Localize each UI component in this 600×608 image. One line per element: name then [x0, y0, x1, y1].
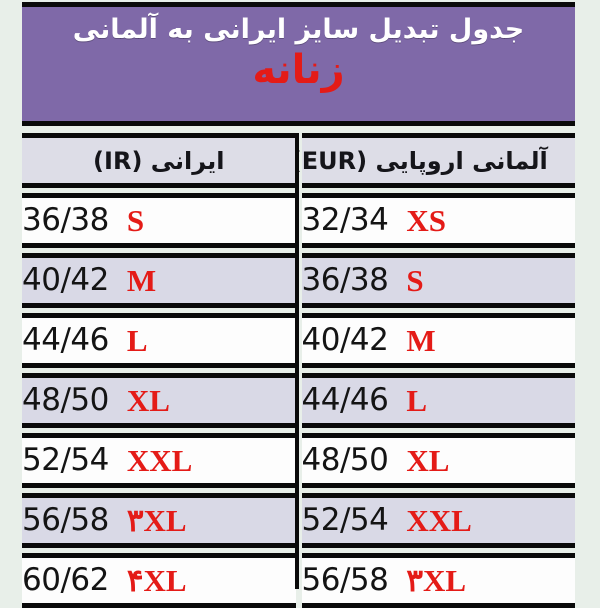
cell-eur-7: ۳XL 56/58	[301, 553, 575, 608]
size-number-ir-4: 48/50	[22, 382, 109, 418]
size-number-eur-4: 44/46	[301, 382, 389, 418]
size-label-ir-7: ۴XL	[126, 563, 187, 598]
size-label-ir-6: ۳XL	[126, 503, 187, 538]
cell-ir-7: ۴XL 60/62	[22, 553, 296, 608]
title-banner: جدول تبدیل سایز ایرانی به آلمانی زنانه	[22, 2, 575, 126]
cell-ir-5: XXL 52/54	[22, 433, 296, 488]
cell-eur-3: M 40/42	[301, 313, 575, 368]
table-row: XS 32/34 S 36/38	[22, 193, 575, 248]
size-number-eur-5: 48/50	[301, 442, 389, 478]
size-conversion-table: آلمانی اروپایی (EUR) ایرانی (IR) XS 32/3…	[22, 133, 575, 608]
cell-eur-4: L 44/46	[301, 373, 575, 428]
size-label-ir-2: M	[126, 263, 157, 298]
size-label-ir-5: XXL	[126, 443, 193, 478]
cell-eur-6: XXL 52/54	[301, 493, 575, 548]
cell-eur-1: XS 32/34	[301, 193, 575, 248]
cell-ir-6: ۳XL 56/58	[22, 493, 296, 548]
size-number-eur-1: 32/34	[301, 202, 389, 238]
column-header-ir-label: ایرانی (IR)	[93, 146, 225, 175]
table-row: XXL 52/54 ۳XL 56/58	[22, 493, 575, 548]
cell-ir-2: M 40/42	[22, 253, 296, 308]
size-number-eur-3: 40/42	[301, 322, 389, 358]
size-number-ir-6: 56/58	[22, 502, 109, 538]
cell-ir-3: L 44/46	[22, 313, 296, 368]
table-row: ۳XL 56/58 ۴XL 60/62	[22, 553, 575, 608]
size-label-ir-1: S	[126, 203, 145, 238]
size-label-eur-7: ۳XL	[406, 563, 467, 598]
size-label-eur-1: XS	[406, 203, 446, 238]
size-number-eur-6: 52/54	[301, 502, 389, 538]
size-label-eur-4: L	[406, 383, 428, 418]
table-row: M 40/42 L 44/46	[22, 313, 575, 368]
column-header-eur-label: آلمانی اروپایی (EUR)	[291, 146, 548, 175]
size-label-eur-2: S	[406, 263, 424, 298]
size-number-ir-5: 52/54	[22, 442, 109, 478]
column-header-ir: ایرانی (IR)	[22, 133, 296, 188]
column-header-eur: آلمانی اروپایی (EUR)	[291, 133, 575, 188]
size-label-eur-3: M	[406, 323, 436, 358]
size-number-eur-2: 36/38	[301, 262, 389, 298]
table-row: S 36/38 M 40/42	[22, 253, 575, 308]
size-number-ir-7: 60/62	[22, 562, 109, 598]
cell-eur-5: XL 48/50	[301, 433, 575, 488]
size-label-eur-5: XL	[406, 443, 450, 478]
size-number-ir-1: 36/38	[22, 202, 109, 238]
size-label-ir-4: XL	[126, 383, 170, 418]
table-row: L 44/46 XL 48/50	[22, 373, 575, 428]
size-label-eur-6: XXL	[406, 503, 472, 538]
table-row: XL 48/50 XXL 52/54	[22, 433, 575, 488]
cell-eur-2: S 36/38	[301, 253, 575, 308]
size-number-ir-3: 44/46	[22, 322, 109, 358]
chart-title: جدول تبدیل سایز ایرانی به آلمانی	[72, 14, 525, 45]
size-number-ir-2: 40/42	[22, 262, 109, 298]
table-header-row: آلمانی اروپایی (EUR) ایرانی (IR)	[22, 133, 575, 188]
cell-ir-4: XL 48/50	[22, 373, 296, 428]
chart-subtitle: زنانه	[252, 46, 345, 93]
size-label-ir-3: L	[126, 323, 148, 358]
size-number-eur-7: 56/58	[301, 562, 389, 598]
cell-ir-1: S 36/38	[22, 193, 296, 248]
column-divider	[295, 133, 299, 589]
